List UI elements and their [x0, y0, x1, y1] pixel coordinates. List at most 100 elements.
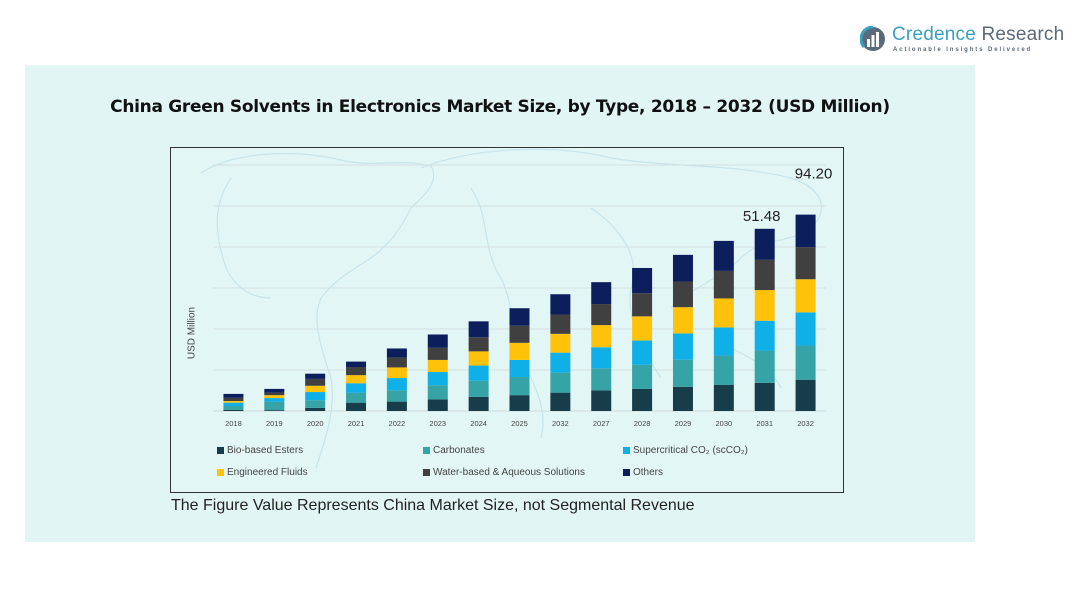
x-tick-label: 2030 — [715, 419, 732, 428]
bar-segment-2028-bio-based-esters — [632, 388, 653, 411]
bar-segment-2031-bio-based-esters — [754, 382, 775, 411]
bar-segment-2028-water-based-aqueous-solutions — [632, 293, 653, 317]
legend: Bio-based Esters Carbonates Supercritica… — [217, 445, 837, 489]
x-tick-label: 2022 — [389, 419, 406, 428]
bar-segment-2032-engineered-fluids — [550, 333, 571, 353]
bar-segment-2023-bio-based-esters — [427, 399, 448, 411]
bar-segment-2032-water-based-aqueous-solutions — [550, 314, 571, 334]
bar-segment-2024-bio-based-esters — [468, 396, 489, 411]
bar-segment-2018-carbonates — [223, 405, 244, 410]
bar-segment-2030-water-based-aqueous-solutions — [713, 270, 734, 299]
y-axis-label-text: USD Million — [186, 306, 198, 360]
bar-segment-2029-carbonates — [672, 359, 693, 387]
bars — [223, 214, 816, 411]
bar-segment-2024-water-based-aqueous-solutions — [468, 337, 489, 352]
x-tick-label: 2031 — [756, 419, 773, 428]
bar-annotations: 51.48 94.20 — [743, 166, 832, 225]
bar-segment-2027-engineered-fluids — [591, 325, 612, 348]
bar-segment-2032-engineered-fluids — [795, 279, 816, 313]
bar-segment-2022-others — [386, 348, 407, 358]
legend-swatch — [217, 447, 224, 454]
bar-segment-2018-bio-based-esters — [223, 409, 244, 411]
bar-segment-2020-carbonates — [305, 400, 326, 408]
logo-name: Credence Research — [892, 24, 1064, 46]
bar-segment-2024-supercritical-co-scco — [468, 365, 489, 381]
bar-segment-2020-bio-based-esters — [305, 407, 326, 411]
bar-segment-2021-carbonates — [346, 392, 367, 403]
x-tick-label: 2020 — [307, 419, 324, 428]
bar-segment-2030-others — [713, 240, 734, 271]
legend-label: Supercritical CO₂ (scCO₂) — [633, 445, 748, 456]
bar-segment-2019-bio-based-esters — [264, 410, 285, 411]
logo-name-credence: Credence — [892, 24, 976, 45]
x-tick-label: 2027 — [593, 419, 610, 428]
bar-segment-2031-others — [754, 228, 775, 260]
legend-item-carbonates: Carbonates — [423, 445, 485, 456]
bar-segment-2018-water-based-aqueous-solutions — [223, 397, 244, 401]
legend-item-bio-based-esters: Bio-based Esters — [217, 445, 303, 456]
bar-segment-2031-supercritical-co-scco — [754, 320, 775, 351]
legend-item-water-based-aqueous: Water-based & Aqueous Solutions — [423, 467, 585, 478]
annotation-label: 51.48 — [743, 208, 781, 225]
bar-segment-2032-carbonates — [550, 372, 571, 393]
bar-segment-2024-carbonates — [468, 380, 489, 397]
x-tick-label: 2018 — [225, 419, 242, 428]
bar-segment-2031-water-based-aqueous-solutions — [754, 259, 775, 291]
y-axis-label: USD Million — [177, 288, 207, 378]
credence-research-logo: Credence Research Actionable Insights De… — [860, 24, 1064, 58]
bar-segment-2027-supercritical-co-scco — [591, 347, 612, 369]
bar-segment-2028-engineered-fluids — [632, 316, 653, 341]
legend-swatch — [623, 469, 630, 476]
logo-bar-chart-icon — [860, 26, 885, 51]
bar-segment-2023-carbonates — [427, 385, 448, 400]
bar-segment-2019-engineered-fluids — [264, 395, 285, 399]
bar-segment-2024-others — [468, 321, 489, 338]
bar-segment-2022-supercritical-co-scco — [386, 378, 407, 391]
bar-segment-2021-bio-based-esters — [346, 402, 367, 411]
legend-item-others: Others — [623, 467, 663, 478]
bar-segment-2018-engineered-fluids — [223, 400, 244, 403]
bar-segment-2030-bio-based-esters — [713, 384, 734, 411]
legend-swatch — [423, 447, 430, 454]
bar-segment-2022-bio-based-esters — [386, 401, 407, 411]
bar-segment-2019-water-based-aqueous-solutions — [264, 392, 285, 396]
bar-segment-2032-supercritical-co-scco — [550, 352, 571, 373]
bar-segment-2025-engineered-fluids — [509, 342, 530, 360]
footnote: The Figure Value Represents China Market… — [171, 497, 695, 514]
bar-segment-2018-others — [223, 393, 244, 398]
x-tick-labels: 2018 2019 2020 2021 2022 2023 2024 2025 2032 2027… — [225, 419, 814, 428]
bar-segment-2020-others — [305, 373, 326, 379]
legend-swatch — [217, 469, 224, 476]
bar-segment-2021-engineered-fluids — [346, 375, 367, 384]
x-tick-label: 2029 — [675, 419, 692, 428]
bar-segment-2023-engineered-fluids — [427, 359, 448, 373]
bar-segment-2025-bio-based-esters — [509, 395, 530, 411]
bar-segment-2020-water-based-aqueous-solutions — [305, 378, 326, 386]
bar-segment-2027-water-based-aqueous-solutions — [591, 304, 612, 326]
bar-segment-2022-carbonates — [386, 390, 407, 402]
bar-segment-2032-carbonates — [795, 345, 816, 380]
logo-name-research: Research — [975, 24, 1065, 45]
bar-segment-2031-carbonates — [754, 350, 775, 383]
bar-segment-2032-water-based-aqueous-solutions — [795, 247, 816, 280]
bar-segment-2021-supercritical-co-scco — [346, 383, 367, 393]
chart-panel: China Green Solvents in Electronics Mark… — [25, 65, 975, 542]
bar-segment-2023-others — [427, 334, 448, 348]
bar-segment-2023-supercritical-co-scco — [427, 372, 448, 386]
bar-segment-2020-engineered-fluids — [305, 385, 326, 393]
bar-segment-2030-engineered-fluids — [713, 298, 734, 328]
bar-segment-2022-water-based-aqueous-solutions — [386, 357, 407, 368]
bar-segment-2023-water-based-aqueous-solutions — [427, 347, 448, 360]
bar-segment-2032-others — [795, 214, 816, 248]
bar-segment-2025-supercritical-co-scco — [509, 359, 530, 378]
bar-segment-2021-others — [346, 361, 367, 368]
bar-segment-2031-engineered-fluids — [754, 290, 775, 321]
x-tick-label: 2028 — [634, 419, 651, 428]
bar-segment-2029-bio-based-esters — [672, 386, 693, 411]
x-tick-label: 2024 — [470, 419, 487, 428]
bar-segment-2025-carbonates — [509, 377, 530, 396]
bar-segment-2025-water-based-aqueous-solutions — [509, 325, 530, 343]
x-tick-label: 2019 — [266, 419, 283, 428]
bar-segment-2028-supercritical-co-scco — [632, 340, 653, 365]
bar-segment-2027-bio-based-esters — [591, 390, 612, 411]
